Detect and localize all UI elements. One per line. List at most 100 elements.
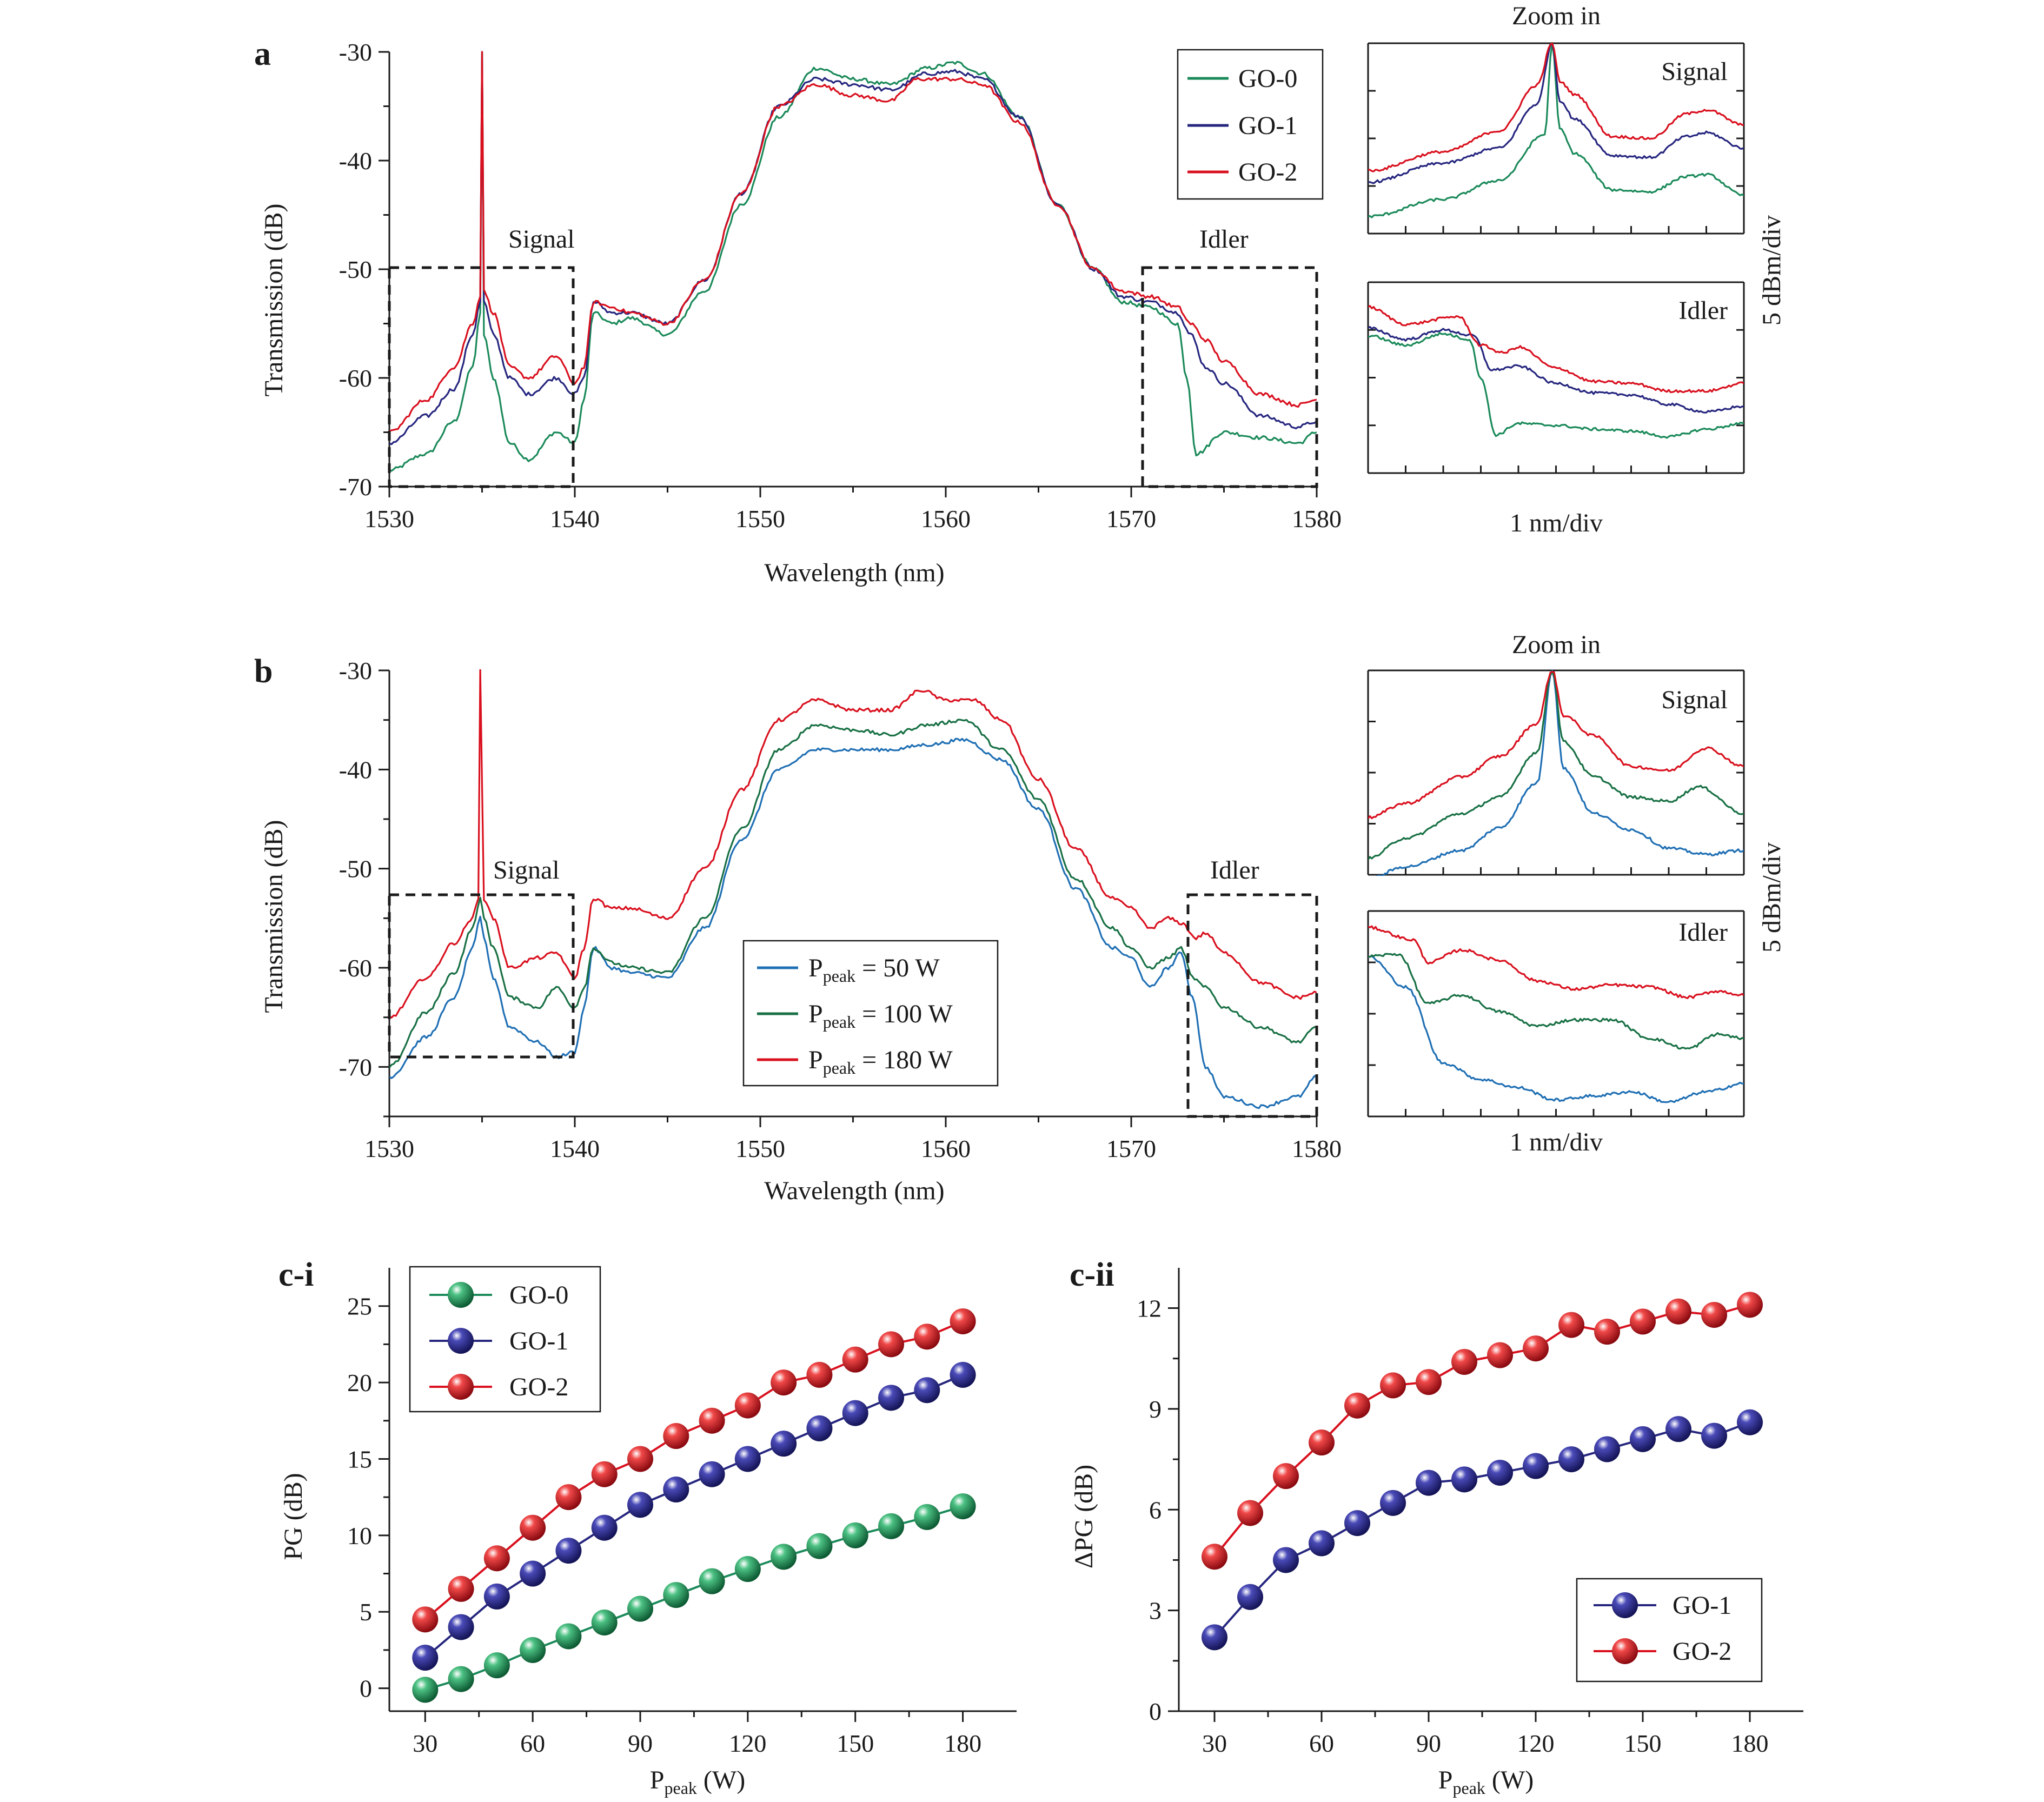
- panel-c-ii-y-tick-label: 9: [1149, 1395, 1162, 1423]
- legend-b: Ppeak = 50 W Ppeak = 100 W Ppeak = 180 W: [742, 940, 999, 1087]
- panel-c-ii-x-tick-label: 90: [1416, 1730, 1441, 1757]
- panel-b-y-tick-label: -50: [339, 855, 372, 883]
- c-i-point-go-2-170: [914, 1324, 940, 1350]
- legend-c-ii-swatch-go-2: [1594, 1638, 1656, 1664]
- c-i-point-go-1-160: [878, 1385, 904, 1411]
- c-i-point-go-1-40: [448, 1614, 474, 1640]
- panel-label-c-i: c-i: [278, 1256, 314, 1293]
- y-axis-label-b: Transmission (dB): [260, 820, 288, 1013]
- c-i-point-go-2-40: [448, 1575, 474, 1602]
- panel-c-i-y-tick-label: 0: [360, 1675, 372, 1703]
- legend-b-label-100w: Ppeak = 100 W: [808, 1000, 953, 1032]
- a-series-line-go-2: [389, 51, 1317, 433]
- x-axis-label-a: Wavelength (nm): [764, 558, 944, 587]
- inset-b-side-label: 5 dBm/div: [1757, 842, 1786, 953]
- c-i-series-line-go-2: [424, 1320, 964, 1620]
- c-ii-series-line-go-2: [1213, 1304, 1750, 1558]
- a-idler-series-line-go-0: [1368, 332, 1744, 439]
- c-i-point-go-0-60: [520, 1637, 546, 1663]
- panel-a-x-tick-label: 1560: [921, 505, 971, 533]
- c-ii-point-go-1-120: [1523, 1453, 1549, 1479]
- panel-c-i-y-tick-label: 10: [347, 1522, 372, 1550]
- legend-b-label-180w: Ppeak = 180 W: [808, 1046, 953, 1078]
- a-signal-series-line-go-0: [1368, 42, 1744, 218]
- c-i-point-go-2-100: [663, 1423, 689, 1449]
- inset-a-x-label: 1 nm/div: [1510, 509, 1603, 537]
- c-i-point-go-2-90: [627, 1446, 653, 1472]
- y-axis-label-c-ii: ΔPG (dB): [1070, 1465, 1098, 1568]
- c-i-point-go-2-80: [591, 1461, 618, 1487]
- idler-box-b: [1186, 893, 1318, 1118]
- inset-b-signal: [1367, 669, 1745, 876]
- inset-a-side-label: 5 dBm/div: [1757, 215, 1786, 325]
- panel-a-y-tick-label: -40: [339, 147, 372, 175]
- c-i-point-go-2-30: [412, 1606, 439, 1633]
- inset-a-idler-label: Idler: [1678, 296, 1728, 325]
- c-ii-point-go-2-160: [1665, 1298, 1691, 1325]
- panel-b-y-tick-label: -30: [339, 657, 372, 684]
- c-i-point-go-0-120: [734, 1556, 761, 1582]
- c-ii-point-go-1-70: [1344, 1510, 1370, 1537]
- b-signal-series-line-1: [1368, 670, 1744, 860]
- c-i-point-go-1-110: [699, 1461, 725, 1487]
- c-i-point-go-0-40: [448, 1666, 474, 1692]
- c-i-point-go-2-110: [699, 1407, 725, 1434]
- c-ii-series-line-go-1: [1213, 1421, 1750, 1638]
- c-ii-point-go-2-170: [1701, 1301, 1727, 1328]
- legend-a-label-go-1: GO-1: [1238, 111, 1297, 140]
- panel-c-i-x-tick-label: 180: [944, 1730, 981, 1757]
- inset-b-idler: [1367, 910, 1745, 1118]
- inset-b-idler-label: Idler: [1678, 918, 1728, 947]
- c-ii-point-go-1-130: [1558, 1446, 1584, 1473]
- panel-c-ii-x-tick-label: 150: [1624, 1730, 1662, 1757]
- x-axis-label-b: Wavelength (nm): [764, 1176, 944, 1205]
- c-i-point-go-0-180: [950, 1493, 976, 1520]
- panel-c-i-y-tick-label: 15: [347, 1445, 372, 1473]
- panel-c-i-x-tick-label: 120: [729, 1730, 766, 1757]
- panel-label-a: a: [254, 36, 271, 72]
- c-i-point-go-2-70: [555, 1484, 582, 1511]
- legend-c-i-label-go-1: GO-1: [509, 1327, 568, 1355]
- c-ii-point-go-1-150: [1630, 1426, 1656, 1452]
- c-ii-point-go-2-140: [1594, 1319, 1620, 1345]
- c-ii-point-go-2-130: [1558, 1312, 1584, 1338]
- b-series-line--180-w: [389, 669, 1317, 1019]
- c-i-point-go-0-110: [699, 1568, 725, 1594]
- c-ii-point-go-2-150: [1630, 1308, 1656, 1335]
- panel-b-x-tick-label: 1540: [550, 1135, 600, 1162]
- zoom-title-b: Zoom in: [1512, 630, 1601, 659]
- panel-c-i-y-tick-label: 5: [360, 1598, 372, 1626]
- c-i-point-go-2-180: [950, 1308, 976, 1334]
- panel-c-ii-x-tick-label: 30: [1202, 1730, 1227, 1757]
- legend-c-ii-label-go-2: GO-2: [1673, 1637, 1731, 1666]
- c-ii-point-go-1-110: [1487, 1459, 1513, 1486]
- c-ii-point-go-2-50: [1273, 1463, 1299, 1490]
- c-ii-point-go-1-170: [1701, 1422, 1727, 1449]
- c-ii-point-go-1-50: [1273, 1547, 1299, 1573]
- c-i-point-go-2-160: [878, 1331, 904, 1358]
- panel-a-y-tick-label: -70: [339, 473, 372, 501]
- c-i-point-go-1-180: [950, 1361, 976, 1388]
- inset-a-signal: [1367, 42, 1745, 235]
- panel-b-y-tick-label: -40: [339, 756, 372, 783]
- c-i-point-go-0-80: [591, 1610, 618, 1635]
- b-series-line--100-w: [389, 719, 1317, 1068]
- c-i-point-go-0-30: [412, 1677, 439, 1703]
- panel-c-i-y-tick-label: 25: [347, 1293, 372, 1320]
- c-i-point-go-1-130: [771, 1431, 797, 1457]
- panel-a-x-tick-label: 1570: [1106, 505, 1156, 533]
- panel-a-y-tick-label: -30: [339, 38, 372, 66]
- c-i-point-go-1-30: [412, 1645, 439, 1671]
- c-i-point-go-2-50: [483, 1545, 510, 1572]
- panel-c-ii-y-tick-label: 12: [1137, 1295, 1162, 1322]
- panel-a-plot: 1530 1540 1550 1560 1570 1580 -70 -60 -50 -40 -30: [339, 38, 1342, 533]
- signal-box-a: [388, 266, 575, 488]
- c-i-point-go-0-140: [806, 1533, 833, 1559]
- panel-a-x-tick-label: 1580: [1292, 505, 1342, 533]
- legend-a: GO-0 GO-1 GO-2: [1177, 49, 1324, 200]
- c-i-point-go-0-160: [878, 1513, 904, 1539]
- panel-b-plot: 1530 1540 1550 1560 1570 1580 -70 -60 -50 -40 -30: [339, 657, 1342, 1162]
- c-i-point-go-1-90: [627, 1492, 653, 1518]
- c-i-point-go-2-60: [520, 1514, 546, 1541]
- x-axis-label-c-ii: Ppeak (W): [1438, 1766, 1534, 1798]
